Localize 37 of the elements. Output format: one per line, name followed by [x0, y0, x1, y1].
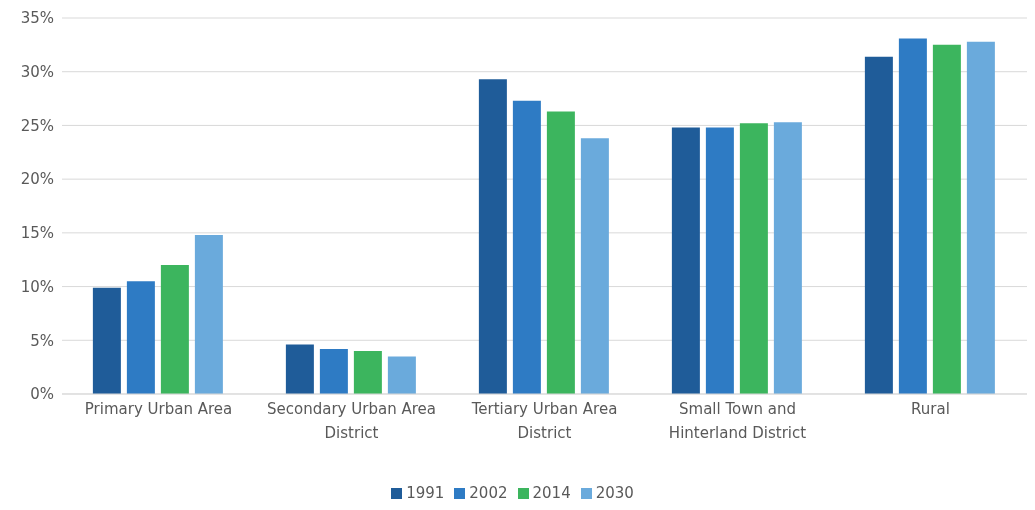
bar [580, 138, 609, 394]
bar [546, 111, 575, 394]
bar [773, 122, 802, 394]
x-tick-label: Rural [911, 400, 950, 418]
x-tick-label: Small Town and Hinterland District [668, 400, 807, 442]
bar [194, 235, 223, 394]
y-tick-label: 20% [20, 170, 54, 189]
legend-label: 2002 [469, 484, 508, 502]
bar [160, 265, 189, 394]
y-tick-label: 10% [20, 277, 54, 296]
bar [705, 127, 734, 394]
bar [671, 127, 700, 394]
legend-label: 2030 [595, 484, 634, 502]
bar [319, 348, 348, 394]
bar [92, 287, 121, 394]
x-tick-label: Secondary Urban Area District [267, 400, 436, 442]
bar [285, 344, 314, 394]
bar [966, 41, 995, 394]
bar [478, 79, 507, 394]
bar [353, 351, 382, 394]
bar [512, 100, 541, 394]
legend-label: 2014 [532, 484, 571, 502]
y-tick-label: 25% [20, 116, 54, 135]
legend-label: 1991 [406, 484, 445, 502]
bar [864, 56, 893, 394]
x-tick-label: Primary Urban Area [84, 400, 233, 418]
bar [898, 38, 927, 394]
bar [739, 123, 768, 394]
bar [932, 44, 961, 394]
y-tick-label: 35% [20, 9, 54, 28]
y-tick-label: 15% [20, 224, 54, 243]
y-tick-label: 5% [30, 331, 54, 350]
y-tick-label: 0% [30, 385, 54, 404]
bar [387, 356, 416, 394]
bar [126, 281, 155, 394]
y-tick-label: 30% [20, 63, 54, 82]
x-tick-label: Tertiary Urban Area District [470, 400, 618, 442]
